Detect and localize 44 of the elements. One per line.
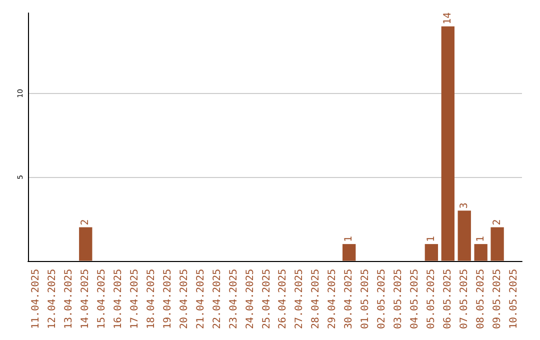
x-tick-label: 01.05.2025	[360, 268, 372, 330]
x-tick-label: 14.04.2025	[80, 268, 92, 330]
data-label: 2	[80, 219, 92, 226]
x-tick-label: 04.05.2025	[409, 268, 420, 330]
x-tick-label: 23.04.2025	[228, 268, 240, 330]
x-tick-label: 27.04.2025	[294, 268, 306, 330]
data-label: 1	[344, 236, 355, 242]
x-tick-label: 22.04.2025	[212, 268, 223, 330]
x-tick-label: 26.04.2025	[278, 268, 289, 330]
bar	[342, 244, 356, 261]
x-tick-label: 24.04.2025	[244, 268, 256, 330]
x-tick-label: 25.04.2025	[261, 268, 272, 330]
bar	[474, 244, 488, 261]
x-tick-label: 17.04.2025	[130, 268, 141, 330]
data-label: 1	[475, 236, 486, 242]
data-label: 1	[426, 236, 437, 242]
bar	[79, 227, 92, 261]
bar	[441, 26, 454, 261]
x-tick-label: 11.04.2025	[30, 268, 42, 330]
x-tick-label: 07.05.2025	[458, 268, 470, 330]
x-tick-label: 19.04.2025	[162, 268, 174, 330]
x-tick-label: 15.04.2025	[96, 268, 108, 330]
x-tick-label: 06.05.2025	[442, 268, 454, 330]
x-tick-label: 13.04.2025	[64, 268, 75, 330]
data-label: 2	[492, 219, 503, 226]
x-tick-label: 03.05.2025	[393, 268, 404, 330]
x-tick-label: 28.04.2025	[310, 268, 322, 330]
x-tick-label: 08.05.2025	[475, 268, 486, 330]
x-tick-label: 09.05.2025	[492, 268, 503, 330]
data-label: 14	[442, 12, 454, 24]
x-tick-label: 12.04.2025	[47, 268, 58, 330]
bar	[458, 210, 471, 261]
x-tick-label: 20.04.2025	[178, 268, 190, 330]
data-label: 3	[458, 202, 470, 209]
x-tick-label: 16.04.2025	[113, 268, 124, 330]
x-tick-label: 05.05.2025	[426, 268, 437, 330]
x-tick-label: 21.04.2025	[195, 268, 206, 330]
x-tick-label: 29.04.2025	[327, 268, 338, 330]
bar	[424, 244, 438, 261]
x-tick-label: 02.05.2025	[376, 268, 388, 330]
x-tick-label: 30.04.2025	[344, 268, 355, 330]
x-tick-label: 10.05.2025	[508, 268, 520, 330]
x-tick-label: 18.04.2025	[146, 268, 157, 330]
bar	[490, 227, 504, 261]
